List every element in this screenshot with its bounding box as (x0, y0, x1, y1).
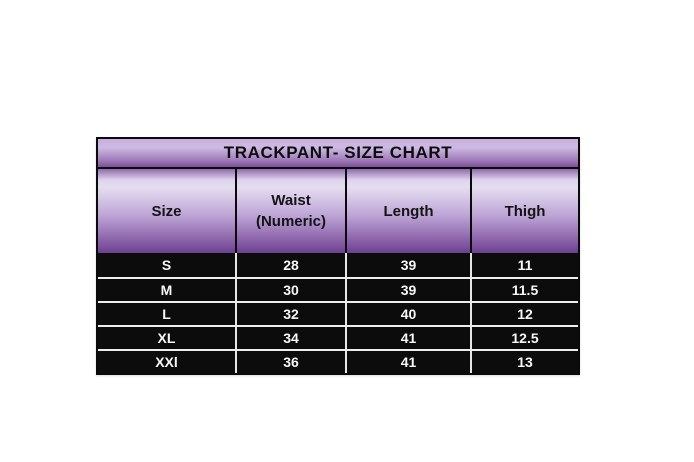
column-header-label: Waist (271, 192, 311, 209)
table-cell-size: M (98, 279, 237, 301)
table-cell-waist: 30 (237, 279, 347, 301)
column-header-size: Size (98, 169, 237, 253)
table-cell-size: XL (98, 327, 237, 349)
column-header-length: Length (347, 169, 472, 253)
column-header-label: Length (383, 202, 434, 220)
table-cell-length: 40 (347, 303, 472, 325)
table-cell-waist: 36 (237, 351, 347, 373)
table-cell-thigh: 11.5 (511, 282, 539, 298)
column-header-sublabel: (Numeric) (255, 213, 326, 230)
column-header-thigh: Thigh (472, 169, 578, 253)
table-cell-length: 41 (347, 327, 472, 349)
table-cell-waist: 34 (237, 327, 347, 349)
table-cell-size: XXl (98, 351, 237, 373)
table-cell-thigh: 13 (517, 354, 533, 370)
table-cell-thigh: 12.5 (511, 330, 539, 346)
table-cell-length: 39 (347, 253, 472, 277)
chart-title: TRACKPANT- SIZE CHART (98, 139, 578, 169)
table-row-s: S 28 39 11 (98, 253, 578, 277)
size-chart-table: TRACKPANT- SIZE CHART Size Waist (Numeri… (96, 137, 580, 375)
table-cell-size: S (98, 253, 237, 277)
table-cell-thigh: 11 (517, 257, 533, 273)
table-row-xxl: XXl 36 41 13 (98, 349, 578, 373)
table-cell-thigh: 12 (517, 306, 533, 322)
table-cell-waist: 32 (237, 303, 347, 325)
table-cell-length: 39 (347, 279, 472, 301)
table-body: S 28 39 11 M 30 39 11.5 L 32 40 12 XL 34… (98, 253, 578, 373)
table-header-row: Size Waist (Numeric) Length Thigh (98, 169, 578, 253)
table-row-m: M 30 39 11.5 (98, 277, 578, 301)
table-row-l: L 32 40 12 (98, 301, 578, 325)
table-row-xl: XL 34 41 12.5 (98, 325, 578, 349)
column-header-waist: Waist (Numeric) (237, 169, 347, 253)
column-header-label: Thigh (504, 202, 546, 220)
column-header-label: Size (151, 202, 182, 220)
table-cell-length: 41 (347, 351, 472, 373)
table-cell-waist: 28 (237, 253, 347, 277)
table-cell-size: L (98, 303, 237, 325)
